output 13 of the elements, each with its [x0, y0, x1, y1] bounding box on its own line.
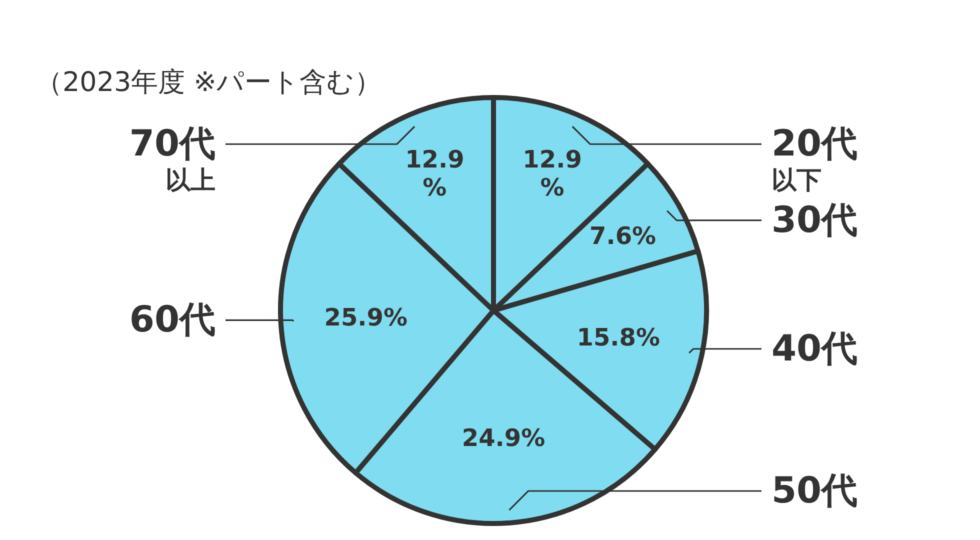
slice-label: 70代以上 [129, 124, 216, 195]
slice-label: 50代 [772, 470, 858, 512]
chart-subtitle: （2023年度 ※パート含む） [36, 67, 382, 98]
data-label: 24.9% [462, 424, 546, 452]
slice-label: 20代以下 [772, 124, 858, 195]
data-label: 7.6% [590, 222, 656, 250]
slice-label: 30代 [772, 200, 858, 241]
data-label: 12.9 % [405, 145, 464, 202]
slice-label: 40代 [772, 328, 858, 370]
data-label: 25.9% [324, 303, 408, 332]
data-label: 15.8% [576, 324, 660, 352]
slice-label: 60代 [129, 300, 216, 341]
data-label: 12.9 % [522, 145, 582, 202]
